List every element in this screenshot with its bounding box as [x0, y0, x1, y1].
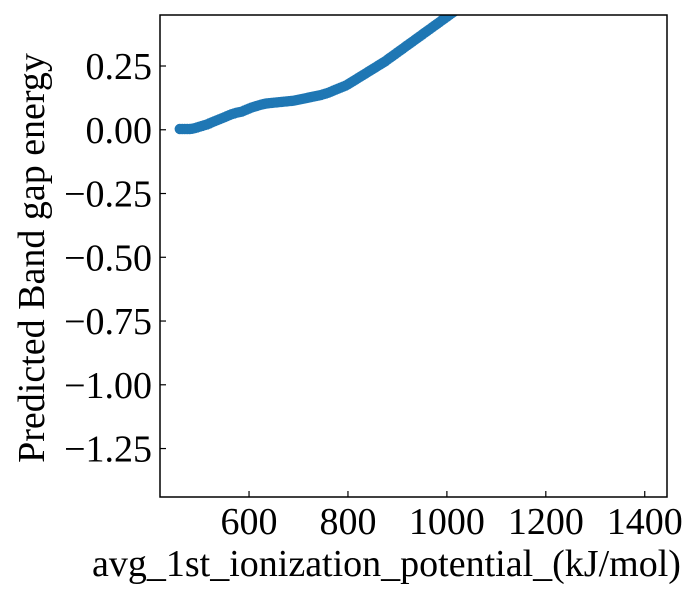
- y-axis-label: Predicted Band gap energy: [11, 53, 53, 463]
- data-point: [459, 0, 469, 9]
- data-point: [446, 15, 457, 19]
- data-point: [452, 4, 462, 14]
- x-tick-label: 1400: [607, 501, 683, 543]
- y-tick-label: −1.00: [64, 365, 152, 407]
- plot-frame: [159, 14, 668, 498]
- x-tick-label: 800: [319, 501, 376, 543]
- data-points: [174, 0, 471, 135]
- data-point: [454, 3, 464, 13]
- x-tick-label: 1200: [508, 501, 584, 543]
- y-tick-label: −0.75: [64, 301, 152, 343]
- data-point: [461, 0, 471, 8]
- y-tick-label: 0.00: [86, 110, 153, 152]
- y-tick-label: −0.25: [64, 174, 152, 216]
- x-tick-label: 600: [221, 501, 278, 543]
- data-point: [457, 1, 467, 11]
- x-axis-label: avg_1st_ionization_potential_(kJ/mol): [92, 543, 681, 585]
- y-tick-label: 0.25: [86, 46, 153, 88]
- y-tick-label: −1.25: [64, 429, 152, 471]
- x-tick-label: 1000: [409, 501, 485, 543]
- y-tick-label: −0.50: [64, 237, 152, 279]
- axis-ticks: 600 800 1000 1200 1400 0.25 0.00 −0.25 −0.50 −0.7…: [64, 46, 683, 543]
